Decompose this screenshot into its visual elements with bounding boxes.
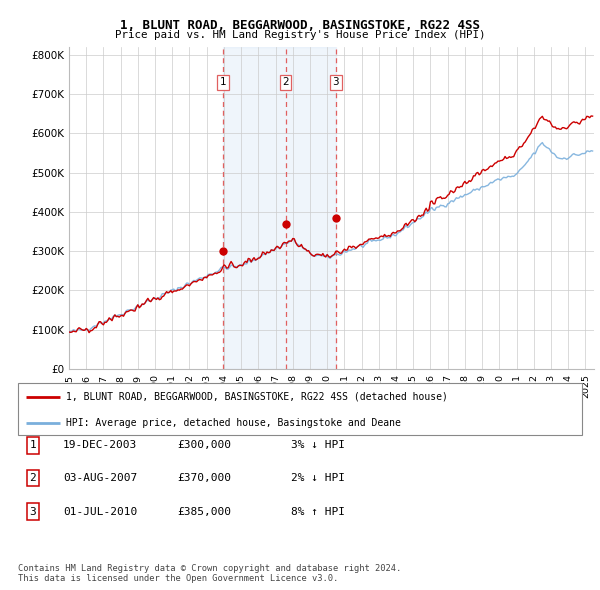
Text: 1: 1 — [220, 77, 227, 87]
Text: 2: 2 — [282, 77, 289, 87]
Text: 1, BLUNT ROAD, BEGGARWOOD, BASINGSTOKE, RG22 4SS: 1, BLUNT ROAD, BEGGARWOOD, BASINGSTOKE, … — [120, 19, 480, 32]
Text: Price paid vs. HM Land Registry's House Price Index (HPI): Price paid vs. HM Land Registry's House … — [115, 30, 485, 40]
Text: 2: 2 — [29, 473, 37, 483]
Text: 2% ↓ HPI: 2% ↓ HPI — [291, 473, 345, 483]
Text: 03-AUG-2007: 03-AUG-2007 — [63, 473, 137, 483]
Text: £300,000: £300,000 — [177, 441, 231, 450]
Text: 19-DEC-2003: 19-DEC-2003 — [63, 441, 137, 450]
Text: 01-JUL-2010: 01-JUL-2010 — [63, 507, 137, 516]
Text: 1, BLUNT ROAD, BEGGARWOOD, BASINGSTOKE, RG22 4SS (detached house): 1, BLUNT ROAD, BEGGARWOOD, BASINGSTOKE, … — [66, 392, 448, 402]
FancyBboxPatch shape — [18, 383, 582, 435]
Text: HPI: Average price, detached house, Basingstoke and Deane: HPI: Average price, detached house, Basi… — [66, 418, 401, 428]
Text: Contains HM Land Registry data © Crown copyright and database right 2024.
This d: Contains HM Land Registry data © Crown c… — [18, 563, 401, 583]
Text: 3: 3 — [29, 507, 37, 516]
Text: £385,000: £385,000 — [177, 507, 231, 516]
Text: £370,000: £370,000 — [177, 473, 231, 483]
Text: 1: 1 — [29, 441, 37, 450]
Text: 3% ↓ HPI: 3% ↓ HPI — [291, 441, 345, 450]
Text: 3: 3 — [332, 77, 339, 87]
Bar — [223, 47, 336, 369]
Text: 8% ↑ HPI: 8% ↑ HPI — [291, 507, 345, 516]
